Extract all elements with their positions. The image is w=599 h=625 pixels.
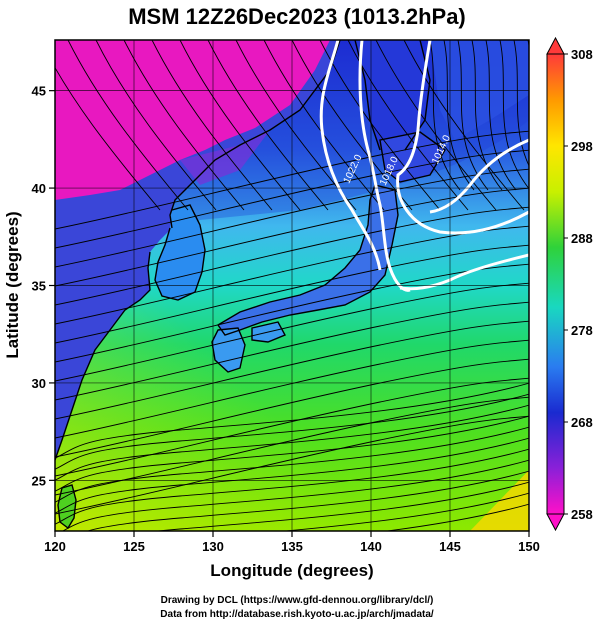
- colorbar: 308 298 288 278 268 258: [546, 36, 593, 532]
- streamline: [383, 503, 529, 531]
- northeast-land: [430, 40, 529, 140]
- tick-marks: [49, 90, 530, 537]
- streamline: [55, 377, 529, 477]
- credit-drawing: Drawing by DCL (https://www.gfd-dennou.o…: [161, 595, 434, 606]
- x-axis: 120 125 130 135 140 145 150: [44, 539, 540, 554]
- x-tick-label: 130: [202, 539, 224, 554]
- streamline: [55, 244, 529, 344]
- honshu: [218, 185, 398, 335]
- streamline: [55, 448, 529, 525]
- korean-peninsula: [155, 205, 205, 300]
- streamline: [55, 301, 529, 401]
- continent-cold-core: [55, 40, 330, 200]
- colorbar-label: 268: [571, 415, 593, 430]
- streamline: [62, 459, 529, 531]
- x-tick-label: 140: [360, 539, 382, 554]
- streamline: [55, 130, 529, 230]
- streamline: [499, 40, 529, 190]
- streamline: [55, 225, 529, 325]
- streamline: [429, 40, 461, 191]
- streamline: [443, 40, 475, 191]
- streamline: [280, 492, 529, 531]
- y-tick-label: 30: [32, 376, 46, 391]
- streamline: [55, 339, 529, 439]
- isobar-1014: [396, 40, 529, 235]
- streamline: [55, 437, 529, 514]
- y-axis-label: Latitude (degrees): [3, 211, 22, 358]
- streamline: [513, 40, 529, 167]
- y-tick-label: 40: [32, 181, 46, 196]
- colorbar-ticks: [564, 53, 568, 515]
- streamline: [55, 358, 529, 458]
- colorbar-label: 298: [571, 139, 593, 154]
- streamline: [55, 206, 529, 306]
- streamline: [55, 393, 529, 470]
- x-tick-label: 125: [123, 539, 145, 554]
- y-axis: 25 30 35 40 45: [32, 84, 46, 489]
- streamline: [86, 470, 529, 531]
- colorbar-label: 288: [571, 231, 593, 246]
- isobar-1018: [358, 40, 411, 292]
- streamline: [55, 404, 529, 481]
- y-tick-label: 45: [32, 84, 46, 99]
- credit-data: Data from http://database.rish.kyoto-u.a…: [160, 609, 434, 620]
- colorbar-max-triangle: [546, 36, 565, 55]
- streamline: [55, 263, 529, 363]
- streamline: [471, 40, 503, 191]
- x-tick-label: 120: [44, 539, 66, 554]
- streamline: [55, 415, 529, 492]
- colorbar-label: 278: [571, 323, 593, 338]
- x-tick-label: 150: [518, 539, 540, 554]
- y-tick-label: 35: [32, 279, 46, 294]
- streamline: [55, 187, 529, 287]
- colorbar-min-triangle: [546, 513, 565, 532]
- colorbar-gradient: [546, 53, 565, 515]
- sakhalin-region: [350, 40, 430, 150]
- streamline: [55, 320, 529, 420]
- isobar-1014b: [429, 138, 529, 214]
- isobar-1022: [319, 40, 382, 271]
- y-tick-label: 25: [32, 473, 46, 488]
- streamline: [153, 481, 529, 531]
- plot-area: 1022.0 1018.0 1014.0: [55, 40, 529, 531]
- colorbar-label: 258: [571, 507, 593, 522]
- continent-shading: [180, 130, 270, 185]
- streamline: [55, 168, 529, 268]
- streamline: [55, 426, 529, 503]
- x-tick-label: 145: [439, 539, 461, 554]
- streamline: [457, 40, 489, 191]
- streamline: [55, 396, 529, 496]
- streamline: [485, 40, 517, 191]
- lat-lon-grid: [55, 40, 529, 531]
- map-title: MSM 12Z26Dec2023 (1013.2hPa): [128, 4, 466, 29]
- x-axis-label: Longitude (degrees): [210, 561, 373, 580]
- x-tick-label: 135: [281, 539, 303, 554]
- streamline: [55, 382, 529, 459]
- colorbar-label: 308: [571, 47, 593, 62]
